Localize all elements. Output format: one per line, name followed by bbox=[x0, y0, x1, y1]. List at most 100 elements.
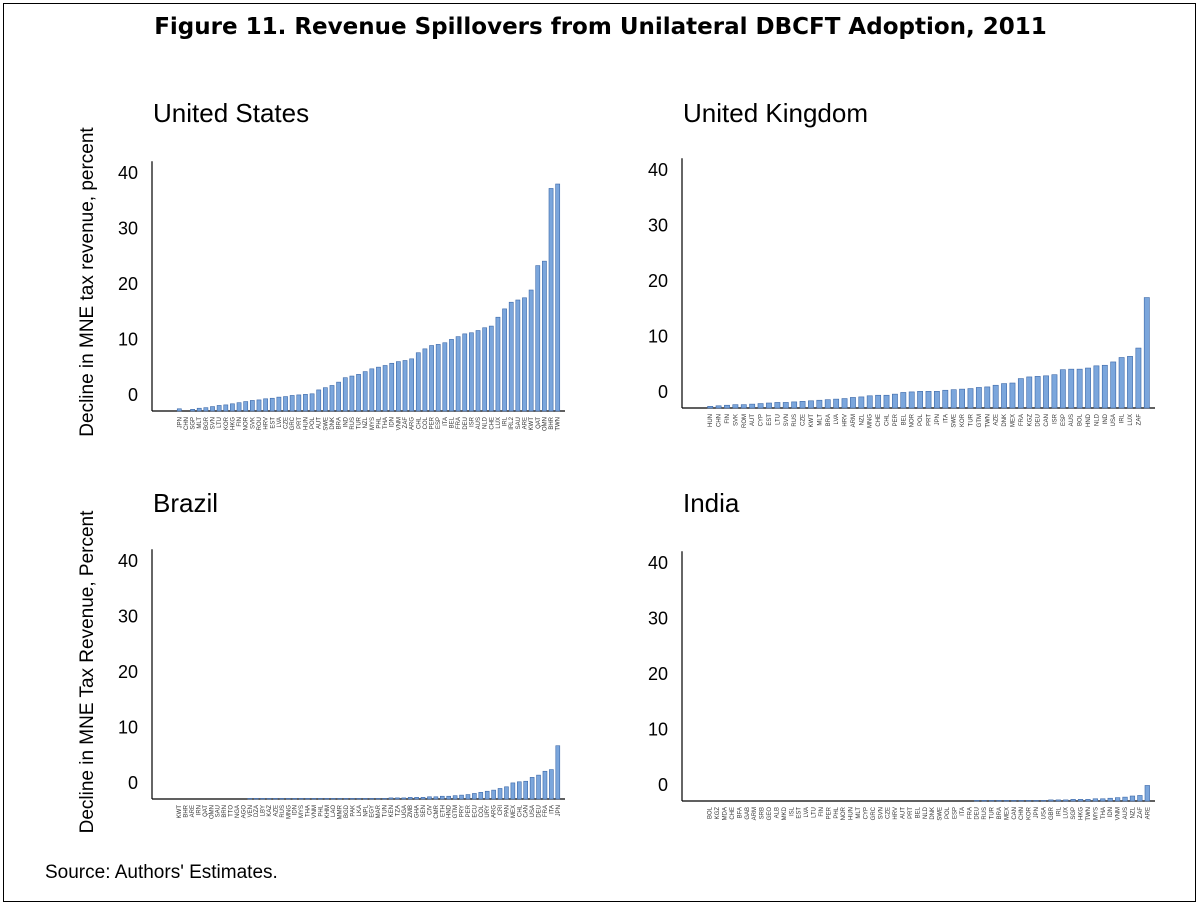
bar-brazil bbox=[369, 798, 375, 800]
x-tick-label: FRA bbox=[456, 417, 462, 429]
x-tick-label: ARE bbox=[522, 417, 528, 429]
x-tick-label: RUS bbox=[792, 414, 798, 427]
x-tick-label: CZE bbox=[886, 807, 892, 819]
x-tick-label: HKG bbox=[230, 417, 236, 430]
x-tick-label: ITA bbox=[443, 417, 449, 426]
bar-brazil bbox=[446, 795, 452, 800]
x-tick-label: LBY bbox=[261, 805, 267, 816]
x-tick-label: NLD bbox=[923, 806, 929, 819]
y-tick-label: 0 bbox=[128, 773, 138, 793]
bar-brazil bbox=[298, 798, 304, 800]
x-tick-label: KEN bbox=[389, 805, 395, 817]
bar-united-states bbox=[389, 362, 395, 412]
x-tick-label: SVN bbox=[211, 417, 217, 429]
x-tick-label: LKA bbox=[357, 805, 363, 816]
bar-united-states bbox=[362, 371, 368, 412]
bar-india bbox=[1085, 799, 1091, 802]
x-tick-label: LAO bbox=[331, 805, 337, 817]
x-tick-label: CAN bbox=[1044, 414, 1050, 427]
bar-united-kingdom bbox=[757, 403, 764, 409]
x-tick-label: MEX bbox=[1010, 414, 1016, 427]
x-tick-label: NZL bbox=[859, 413, 865, 425]
panel-title-india: India bbox=[683, 488, 740, 518]
bar-brazil bbox=[497, 788, 503, 800]
bar-united-kingdom bbox=[984, 386, 991, 409]
x-tick-label: SWE bbox=[323, 417, 329, 431]
bar-india bbox=[1055, 799, 1061, 802]
x-tick-label: LTU bbox=[217, 417, 223, 428]
x-tick-label: BFA bbox=[737, 807, 743, 818]
x-tick-label: IRN bbox=[196, 805, 202, 815]
bar-united-kingdom bbox=[774, 402, 781, 409]
x-tick-label: ITA bbox=[549, 805, 555, 814]
x-tick-label: NOR bbox=[841, 806, 847, 820]
x-tick-label: FRA bbox=[967, 807, 973, 819]
bar-united-states bbox=[203, 407, 209, 412]
bar-india bbox=[988, 800, 995, 802]
bar-united-kingdom bbox=[908, 391, 915, 409]
x-tick-label: PER bbox=[893, 413, 899, 426]
x-tick-label: KOR bbox=[224, 416, 230, 430]
x-tick-label: HRV bbox=[843, 414, 849, 427]
bar-united-kingdom bbox=[1093, 365, 1100, 409]
x-tick-label: ARG bbox=[410, 417, 416, 430]
x-tick-label: PHL bbox=[834, 806, 840, 818]
bar-united-states bbox=[216, 405, 222, 412]
bar-united-states bbox=[495, 316, 501, 412]
x-tick-label: MNG bbox=[868, 414, 874, 428]
bar-brazil bbox=[356, 798, 362, 800]
x-tick-label: PHL bbox=[318, 804, 324, 816]
x-tick-label: NOR bbox=[244, 416, 250, 430]
x-tick-label: FRA bbox=[1019, 414, 1025, 426]
source-note: Source: Authors' Estimates. bbox=[45, 862, 278, 883]
y-tick-label: 10 bbox=[648, 327, 668, 347]
x-tick-label: AZE bbox=[994, 414, 1000, 426]
y-tick-label: 20 bbox=[648, 271, 668, 291]
x-tick-label: SVN bbox=[878, 807, 884, 819]
x-tick-label: KWT bbox=[177, 805, 183, 819]
bar-brazil bbox=[452, 795, 458, 800]
bar-united-kingdom bbox=[740, 404, 747, 409]
x-tick-label: MYS bbox=[1093, 807, 1099, 820]
bar-united-kingdom bbox=[858, 396, 865, 409]
x-tick-label: JPN bbox=[1034, 807, 1040, 818]
bar-brazil bbox=[324, 798, 330, 800]
bar-united-kingdom bbox=[1026, 376, 1033, 409]
x-tick-label: SWE bbox=[938, 807, 944, 821]
bar-brazil bbox=[343, 798, 349, 800]
x-tick-label: PAK bbox=[350, 805, 356, 817]
x-tick-label: VNM bbox=[1116, 807, 1122, 820]
bar-india bbox=[1122, 796, 1128, 802]
x-tick-label: ISL bbox=[789, 806, 795, 816]
bar-united-states bbox=[296, 394, 302, 412]
x-tick-label: KGZ bbox=[1027, 414, 1033, 427]
x-tick-label: AUS bbox=[1069, 414, 1075, 426]
bar-united-kingdom bbox=[1043, 375, 1049, 409]
bar-united-kingdom bbox=[799, 401, 806, 409]
x-tick-label: GTM bbox=[453, 805, 459, 818]
x-tick-label: AUT bbox=[901, 807, 907, 819]
x-tick-label: KAZ bbox=[267, 805, 273, 817]
bar-united-states bbox=[236, 402, 242, 412]
x-tick-label: ROM bbox=[742, 414, 748, 428]
x-tick-label: MLT bbox=[197, 417, 203, 429]
x-tick-label: TUR bbox=[357, 416, 363, 429]
x-tick-label: ARE bbox=[190, 805, 196, 817]
x-tick-label: TUR bbox=[968, 413, 974, 426]
bar-brazil bbox=[292, 798, 298, 800]
bar-india bbox=[1033, 800, 1039, 802]
x-tick-label: USA bbox=[1111, 414, 1117, 426]
bar-india bbox=[1063, 799, 1069, 802]
x-tick-label: HKG bbox=[1079, 807, 1085, 820]
x-tick-label: TWN bbox=[556, 417, 562, 431]
y-tick-label: 10 bbox=[648, 720, 668, 740]
y-tick-label: 40 bbox=[648, 553, 668, 573]
bar-brazil bbox=[285, 798, 291, 800]
bar-united-kingdom bbox=[1059, 369, 1066, 409]
bar-brazil bbox=[510, 782, 516, 800]
bar-brazil bbox=[395, 797, 400, 800]
y-tick-label: 0 bbox=[128, 385, 138, 405]
bar-united-states bbox=[349, 375, 355, 412]
x-tick-label: DEU bbox=[1036, 414, 1042, 427]
